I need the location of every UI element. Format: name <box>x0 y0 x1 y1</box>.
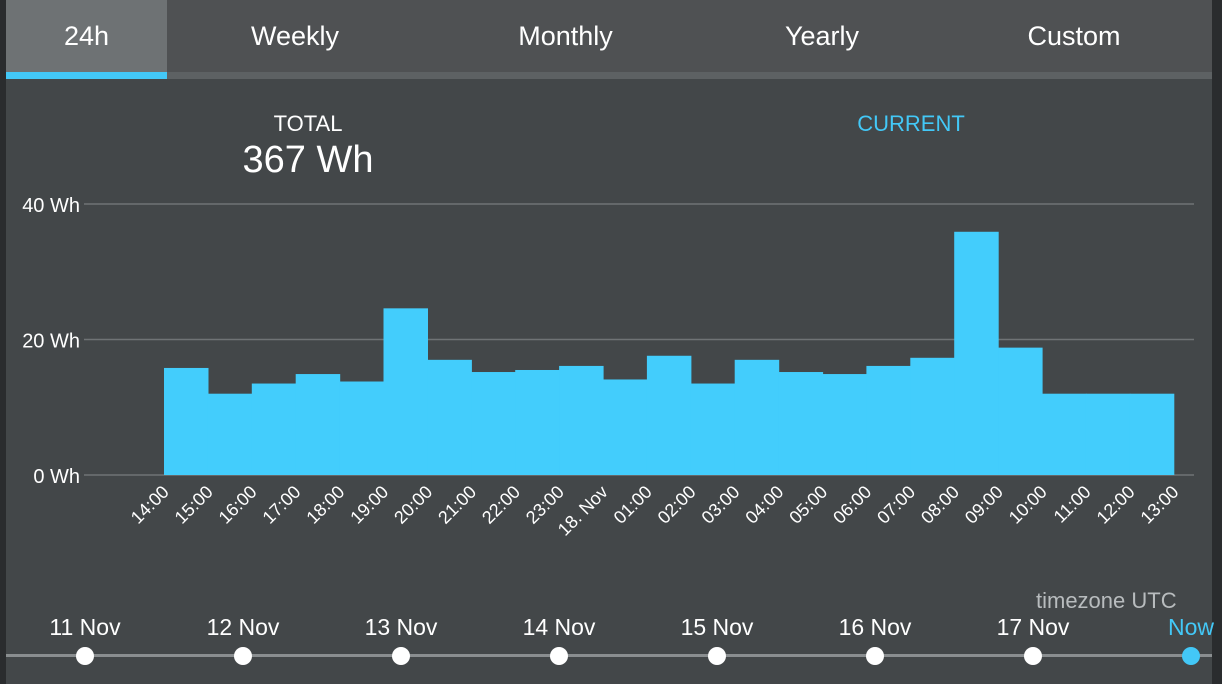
bar <box>603 379 648 475</box>
bar <box>954 231 999 475</box>
timeline-date-label[interactable]: 11 Nov <box>49 614 121 640</box>
timezone-label: timezone UTC <box>1036 588 1177 613</box>
bar <box>383 308 428 475</box>
bar <box>515 369 560 475</box>
x-tick-label: 12:00 <box>1093 482 1139 528</box>
timeline-now-label[interactable]: Now <box>1167 614 1214 640</box>
bar <box>207 393 253 475</box>
timeline-date-dot[interactable] <box>550 647 568 665</box>
bar <box>1042 393 1087 475</box>
x-tick-label: 03:00 <box>698 482 744 528</box>
energy-panel: 24h Weekly Monthly Yearly Custom TOTAL 3… <box>6 0 1214 684</box>
bar <box>251 383 297 475</box>
bar <box>559 365 604 475</box>
x-tick-label: 14:00 <box>127 482 173 528</box>
timeline-date-dot[interactable] <box>866 647 884 665</box>
x-tick-label: 18. Nov <box>554 482 612 540</box>
x-tick-label: 08:00 <box>917 482 963 528</box>
timeline-date-dot[interactable] <box>392 647 410 665</box>
y-tick-label: 40 Wh <box>22 195 80 217</box>
x-tick-label: 04:00 <box>741 482 787 528</box>
x-tick-label: 09:00 <box>961 482 1007 528</box>
tab-weekly[interactable]: Weekly <box>167 0 423 72</box>
x-tick-label: 01:00 <box>610 482 656 528</box>
current-label: CURRENT <box>857 111 965 136</box>
bar <box>471 372 516 475</box>
bar <box>866 365 911 475</box>
timeline-date-label[interactable]: 13 Nov <box>364 614 438 640</box>
tab-label: Weekly <box>250 20 340 51</box>
timeline-date-dot[interactable] <box>234 647 252 665</box>
bar <box>998 347 1043 475</box>
timeline-date-dot[interactable] <box>76 647 94 665</box>
y-tick-label: 20 Wh <box>22 331 80 353</box>
x-tick-label: 02:00 <box>654 482 700 528</box>
tab-underline <box>6 72 1212 79</box>
x-tick-label: 11:00 <box>1050 482 1095 527</box>
x-tick-label: 10:00 <box>1005 482 1051 528</box>
tab-label: 24h <box>63 20 110 51</box>
x-tick-label: 06:00 <box>829 482 875 528</box>
tab-yearly[interactable]: Yearly <box>708 0 936 72</box>
tab-label: Monthly <box>518 20 613 51</box>
active-tab-indicator <box>6 72 167 79</box>
timeline-date-dot[interactable] <box>1024 647 1042 665</box>
x-tick-label: 15:00 <box>171 482 217 528</box>
x-tick-label: 16:00 <box>215 482 261 528</box>
timeline-date-label[interactable]: 16 Nov <box>838 614 912 640</box>
total-value: 367 Wh <box>242 139 374 181</box>
tab-label: Yearly <box>784 20 860 51</box>
x-tick-label: 22:00 <box>478 482 524 528</box>
bar <box>164 367 209 475</box>
x-tick-label: 13:00 <box>1137 482 1183 528</box>
x-tick-label: 17:00 <box>259 482 305 528</box>
period-tab-bar: 24h Weekly Monthly Yearly Custom <box>6 0 1212 72</box>
timeline-date-label[interactable]: 17 Nov <box>996 614 1070 640</box>
x-tick-label: 19:00 <box>346 482 392 528</box>
bar <box>690 383 736 475</box>
bar <box>734 359 780 475</box>
x-tick-label: 05:00 <box>785 482 831 528</box>
tab-label: Custom <box>1027 20 1121 51</box>
bar <box>646 355 692 475</box>
bar <box>295 374 341 475</box>
bar <box>778 372 824 475</box>
x-tick-label: 07:00 <box>873 482 919 528</box>
x-tick-label: 18:00 <box>302 482 348 528</box>
tab-monthly[interactable]: Monthly <box>423 0 708 72</box>
timeline-track <box>6 654 1212 657</box>
bar <box>339 381 385 475</box>
bar <box>1129 393 1175 475</box>
tab-24h[interactable]: 24h <box>6 0 167 72</box>
bar <box>910 357 955 475</box>
timeline-date-label[interactable]: 12 Nov <box>206 614 280 640</box>
total-label: TOTAL <box>273 111 343 136</box>
y-tick-label: 0 Wh <box>33 466 80 488</box>
timeline-date-label[interactable]: 14 Nov <box>522 614 596 640</box>
timeline-date-label[interactable]: 15 Nov <box>680 614 754 640</box>
bar <box>1085 393 1131 475</box>
timeline-date-dot[interactable] <box>708 647 726 665</box>
bar <box>427 359 472 475</box>
timeline-now-dot[interactable] <box>1182 647 1200 665</box>
x-tick-label: 21:00 <box>434 482 480 528</box>
bar <box>822 374 867 475</box>
tab-custom[interactable]: Custom <box>936 0 1212 72</box>
x-tick-label: 20:00 <box>390 482 436 528</box>
